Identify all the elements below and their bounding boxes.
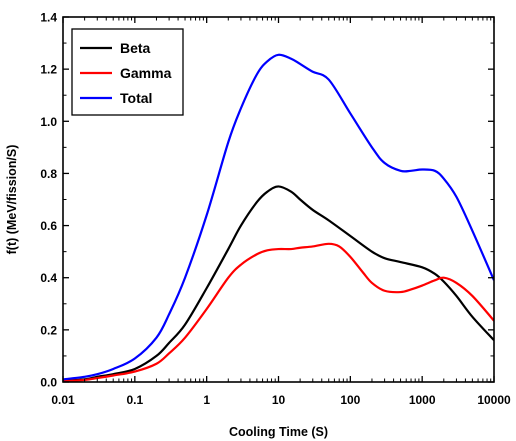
y-tick-label: 1.0 bbox=[40, 115, 57, 129]
x-tick-label: 0.01 bbox=[51, 393, 75, 407]
x-tick-label: 10 bbox=[272, 393, 286, 407]
y-tick-label: 0.2 bbox=[40, 323, 57, 337]
x-axis-title: Cooling Time (S) bbox=[229, 425, 328, 439]
y-tick-label: 0.6 bbox=[40, 219, 57, 233]
series-line-total bbox=[63, 53, 494, 381]
series-line-gamma bbox=[63, 242, 494, 382]
legend-label-beta: Beta bbox=[120, 40, 151, 56]
x-tick-label: 0.1 bbox=[126, 393, 143, 407]
y-tick-label: 0.8 bbox=[40, 167, 57, 181]
x-tick-label: 1000 bbox=[409, 393, 436, 407]
axes: 0.01 0.1 1 10 100 1000 10000 0.0 0.2 0.4 0.6 0.8 1.0… bbox=[40, 11, 511, 408]
y-axis-title: f(t) (MeV/fission/S) bbox=[5, 145, 19, 255]
legend-label-total: Total bbox=[120, 90, 152, 106]
y-tick-label: 0.0 bbox=[40, 376, 57, 390]
y-tick-label: 1.4 bbox=[40, 11, 57, 25]
y-tick-label: 1.2 bbox=[40, 63, 57, 77]
x-tick-label: 100 bbox=[340, 393, 360, 407]
y-tick-label: 0.4 bbox=[40, 271, 57, 285]
x-tick-label: 10000 bbox=[477, 393, 511, 407]
series-layer bbox=[63, 53, 494, 382]
legend-label-gamma: Gamma bbox=[120, 65, 172, 81]
x-tick-label: 1 bbox=[203, 393, 210, 407]
legend: Beta Gamma Total bbox=[71, 28, 184, 116]
series-line-beta bbox=[63, 185, 494, 382]
